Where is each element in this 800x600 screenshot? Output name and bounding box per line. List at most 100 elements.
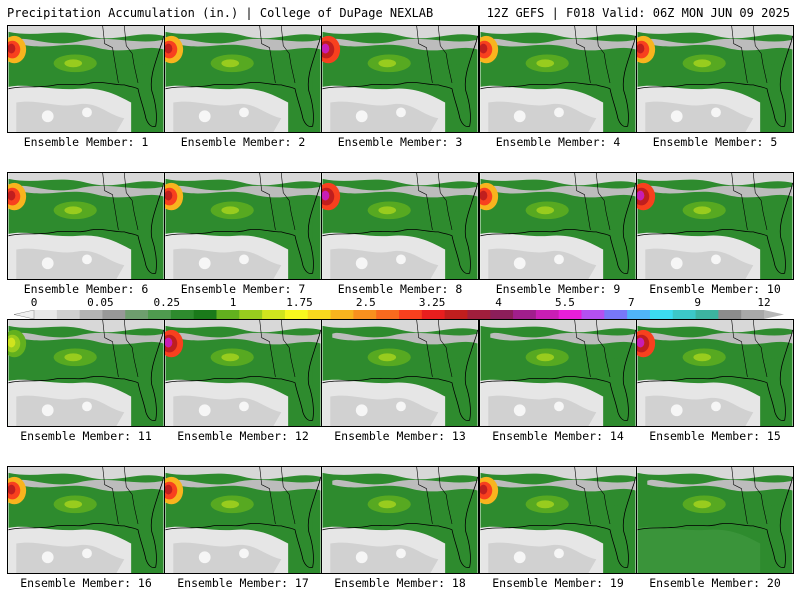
- colorbar-swatch: [330, 310, 354, 319]
- ensemble-member-label: Ensemble Member: 3: [337, 135, 463, 149]
- ensemble-panel: Ensemble Member: 15: [636, 319, 794, 451]
- ensemble-panel: Ensemble Member: 11: [7, 319, 165, 451]
- ensemble-member-label: Ensemble Member: 12: [177, 429, 309, 443]
- ensemble-member-label: Ensemble Member: 19: [492, 576, 624, 590]
- colorbar-swatch: [421, 310, 446, 319]
- colorbar-tick-label: 9: [694, 296, 701, 309]
- ensemble-panel: Ensemble Member: 5: [636, 25, 794, 157]
- colorbar-swatch: [216, 310, 240, 319]
- ensemble-panel: Ensemble Member: 2: [164, 25, 322, 157]
- colorbar-swatch: [193, 310, 217, 319]
- precip-map: [321, 466, 479, 574]
- ensemble-panel: Ensemble Member: 12: [164, 319, 322, 451]
- colorbar-swatch: [353, 310, 377, 319]
- colorbar-tick-label: 7: [627, 296, 635, 309]
- ensemble-panel: Ensemble Member: 4: [479, 25, 637, 157]
- colorbar-swatch: [399, 310, 423, 319]
- colorbar-tick-label: 4: [495, 296, 502, 309]
- precip-map: [321, 172, 479, 280]
- model-run-info: 12Z GEFS | F018 Valid: 06Z MON JUN 09 20…: [486, 6, 790, 20]
- colorbar-swatch: [284, 310, 309, 319]
- colorbar-swatch: [741, 310, 765, 319]
- colorbar-swatch: [581, 310, 605, 319]
- ensemble-panel: Ensemble Member: 7: [164, 172, 322, 304]
- colorbar-swatch: [695, 310, 719, 319]
- colorbar-swatch: [376, 310, 400, 319]
- colorbar-swatch: [672, 310, 697, 319]
- colorbar-tick-label: 0: [30, 296, 38, 309]
- ensemble-panel: Ensemble Member: 17: [164, 466, 322, 598]
- ensemble-member-label: Ensemble Member: 10: [649, 282, 781, 296]
- ensemble-panel: Ensemble Member: 16: [7, 466, 165, 598]
- ensemble-member-label: Ensemble Member: 2: [180, 135, 306, 149]
- precip-map: [479, 466, 637, 574]
- precip-map: [636, 466, 794, 574]
- ensemble-member-label: Ensemble Member: 16: [20, 576, 152, 590]
- ensemble-member-label: Ensemble Member: 18: [334, 576, 466, 590]
- ensemble-member-label: Ensemble Member: 1: [23, 135, 149, 149]
- precip-map: [164, 172, 322, 280]
- colorbar-swatch: [34, 310, 58, 319]
- colorbar-swatch: [56, 310, 81, 319]
- precip-map: [7, 319, 165, 427]
- colorbar-tick-label: 0.25: [153, 296, 180, 309]
- colorbar-swatch: [513, 310, 537, 319]
- ensemble-member-label: Ensemble Member: 4: [495, 135, 621, 149]
- precip-map: [636, 319, 794, 427]
- ensemble-panel: Ensemble Member: 19: [479, 466, 637, 598]
- ensemble-panel: Ensemble Member: 6: [7, 172, 165, 304]
- ensemble-member-label: Ensemble Member: 14: [492, 429, 624, 443]
- precip-map: [7, 25, 165, 133]
- colorbar-swatch: [718, 310, 742, 319]
- colorbar-swatch: [148, 310, 172, 319]
- precip-map: [321, 319, 479, 427]
- precip-map: [636, 25, 794, 133]
- colorbar-swatch: [467, 310, 491, 319]
- ensemble-member-label: Ensemble Member: 13: [334, 429, 466, 443]
- colorbar-swatch: [649, 310, 674, 319]
- precip-map: [479, 319, 637, 427]
- precip-map: [479, 25, 637, 133]
- precip-map: [7, 466, 165, 574]
- colorbar-tick-label: 1.75: [286, 296, 313, 309]
- colorbar-swatch: [170, 310, 195, 319]
- ensemble-panel: Ensemble Member: 3: [321, 25, 479, 157]
- colorbar-tick-label: 5.5: [554, 296, 575, 309]
- colorbar-swatch: [558, 310, 582, 319]
- precip-map: [164, 319, 322, 427]
- ensemble-member-label: Ensemble Member: 15: [649, 429, 781, 443]
- colorbar-swatch: [79, 310, 103, 319]
- ensemble-member-label: Ensemble Member: 5: [652, 135, 778, 149]
- colorbar-tick-label: 3.25: [418, 296, 446, 309]
- ensemble-panel: Ensemble Member: 10: [636, 172, 794, 304]
- ensemble-panel: Ensemble Member: 14: [479, 319, 637, 451]
- ensemble-panel: Ensemble Member: 1: [7, 25, 165, 157]
- colorbar-swatch: [535, 310, 560, 319]
- precip-map: [636, 172, 794, 280]
- ensemble-member-label: Ensemble Member: 11: [20, 429, 152, 443]
- precip-map: [479, 172, 637, 280]
- colorbar-tick-label: 12: [757, 296, 771, 309]
- ensemble-panel: Ensemble Member: 9: [479, 172, 637, 304]
- colorbar-swatch: [307, 310, 332, 319]
- colorbar-tick-label: 0.05: [87, 296, 114, 309]
- colorbar-swatch: [102, 310, 126, 319]
- colorbar-swatch: [490, 310, 514, 319]
- colorbar-swatch: [444, 310, 468, 319]
- chart-title: Precipitation Accumulation (in.) | Colle…: [7, 6, 434, 20]
- colorbar-swatch: [604, 310, 628, 319]
- ensemble-member-label: Ensemble Member: 20: [649, 576, 781, 590]
- ensemble-member-label: Ensemble Member: 6: [23, 282, 149, 296]
- colorbar-swatch: [239, 310, 263, 319]
- colorbar-swatch: [627, 310, 651, 319]
- ensemble-panel: Ensemble Member: 18: [321, 466, 479, 598]
- colorbar-right-arrow: [764, 310, 784, 319]
- ensemble-panel: Ensemble Member: 20: [636, 466, 794, 598]
- ensemble-member-label: Ensemble Member: 9: [495, 282, 621, 296]
- precip-map: [164, 466, 322, 574]
- precip-map: [164, 25, 322, 133]
- ensemble-panel: Ensemble Member: 13: [321, 319, 479, 451]
- color-scale-swatches: [13, 310, 784, 319]
- color-scale-bar: 0 0.05 0.25 1 1.75 2.5 3.25 4 5.5 7 9 12: [0, 296, 800, 319]
- precip-map: [7, 172, 165, 280]
